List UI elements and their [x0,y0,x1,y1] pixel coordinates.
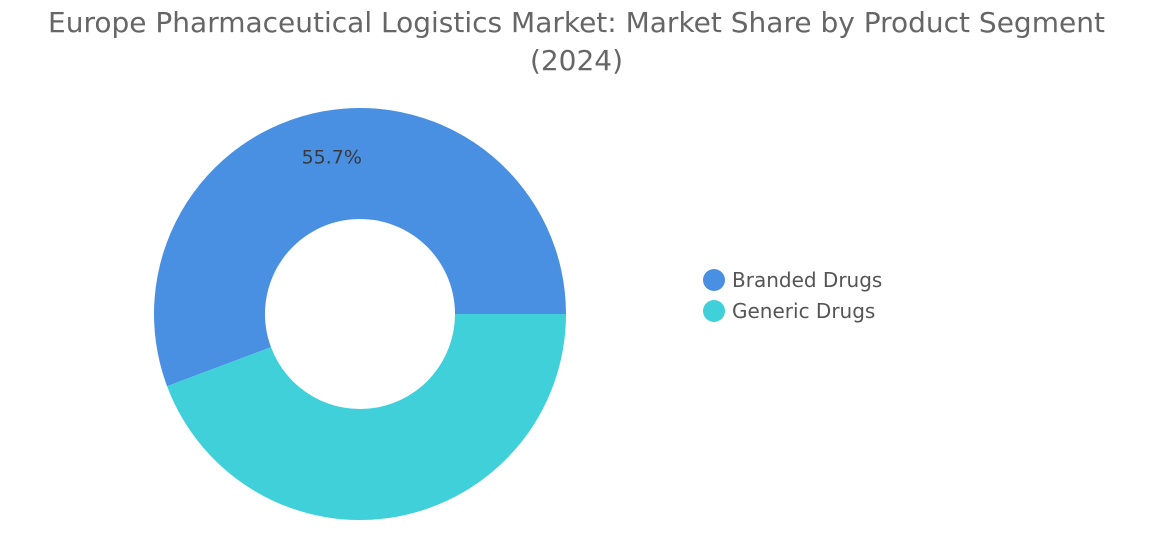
chart-subtitle: (2024) [529,44,624,77]
legend-label: Generic Drugs [732,298,876,323]
legend-item-branded-drugs[interactable]: Branded Drugs [703,264,882,295]
donut-slices [154,108,566,521]
legend-swatch [703,299,725,322]
donut-slice-branded-drugs [154,108,566,387]
donut-data-labels: 55.7% [302,147,362,169]
chart-title-block: Europe Pharmaceutical Logistics Market: … [0,4,1153,80]
legend-label: Branded Drugs [732,267,883,292]
legend-swatch [703,268,725,291]
legend-item-generic-drugs[interactable]: Generic Drugs [703,295,882,326]
chart-legend: Branded Drugs Generic Drugs [703,264,882,326]
chart-title: Europe Pharmaceutical Logistics Market: … [48,6,1105,39]
donut-slice-generic-drugs [167,314,566,521]
data-label-branded-drugs: 55.7% [302,147,362,169]
